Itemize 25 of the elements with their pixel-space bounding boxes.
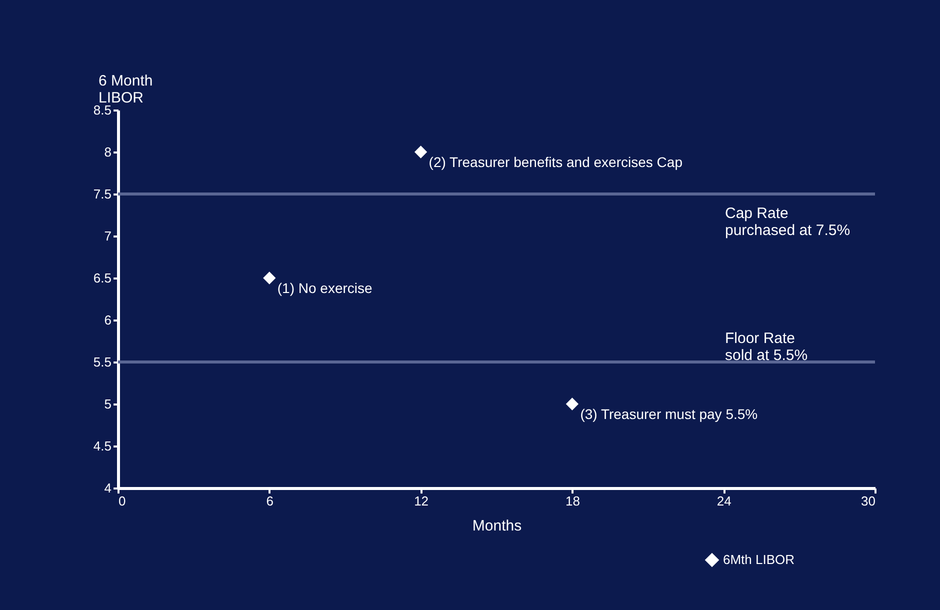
annotation: (1) No exercise [277,280,373,296]
x-tick-label: 18 [565,494,580,508]
y-tick-label: 6 [104,312,112,328]
point [566,398,579,410]
legend-label: 6Mth LIBOR [723,552,795,567]
x-tick-label: 24 [716,494,732,508]
x-axis-title: Months [472,518,522,534]
x-tick-label: 12 [414,494,429,508]
ref-line-label: Floor Rate sold at 5.5% [725,330,808,364]
y-tick-label: 6.5 [93,270,112,286]
annotation: (3) Treasurer must pay 5.5% [580,406,758,422]
x-tick-label: 0 [118,494,126,508]
ref-line-label: Cap Rate purchased at 7.5% [725,205,850,239]
annotation: (2) Treasurer benefits and exercises Cap [428,154,683,170]
point [414,146,428,158]
y-tick-label: 5.5 [93,354,112,370]
x-tick-label: 30 [861,494,876,508]
y-tick-label: 5 [104,396,112,412]
y-tick-label: 7.5 [93,186,112,202]
y-tick-label: 7 [104,228,112,244]
y-tick-label: 4.5 [93,438,112,454]
x-tick-label: 6 [266,494,274,508]
y-tick-label: 8 [104,144,112,160]
y-tick-label: 4 [104,480,112,496]
point [263,272,276,284]
